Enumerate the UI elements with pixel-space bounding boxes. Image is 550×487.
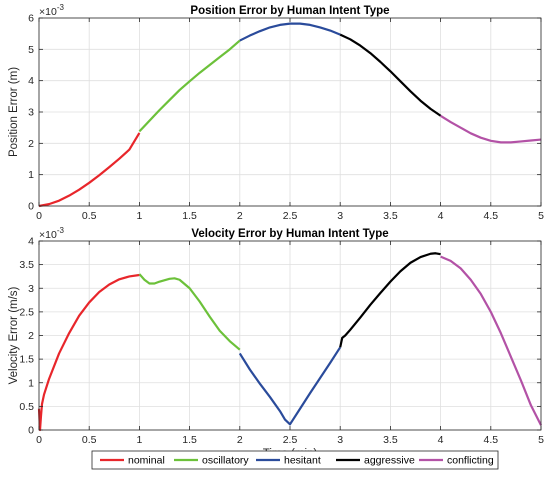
x-tick-label: 0.5 xyxy=(82,434,97,446)
x-tick-label: 2.5 xyxy=(283,434,298,446)
y-tick-label: 1 xyxy=(28,377,34,389)
y-tick-label: 3 xyxy=(28,283,34,295)
legend-label-oscillatory: oscillatory xyxy=(202,455,249,467)
series-line-conflicting xyxy=(440,114,542,144)
x-tick-label: 5 xyxy=(538,210,544,222)
y-axis-label: Velocity Error (m/s) xyxy=(8,286,20,384)
legend-label-aggressive: aggressive xyxy=(364,455,415,467)
y-tick-label: 1 xyxy=(28,169,34,181)
legend-label-conflicting: conflicting xyxy=(447,455,494,467)
x-tick-label: 3.5 xyxy=(383,434,398,446)
x-tick-label: 3 xyxy=(337,434,343,446)
y-exponent-power: -3 xyxy=(57,3,65,12)
legend: nominal oscillatory hesitant aggressive conf… xyxy=(91,450,499,470)
series-line-oscillatory xyxy=(138,39,241,133)
series-line-aggressive xyxy=(339,33,442,117)
legend-box xyxy=(91,450,499,470)
x-tick-label: 0.5 xyxy=(82,210,97,222)
x-tick-label: 5 xyxy=(538,434,544,446)
series-line-aggressive xyxy=(339,252,441,348)
series-line-oscillatory xyxy=(138,273,241,351)
x-tick-label: 4 xyxy=(438,434,444,446)
y-tick-label: 5 xyxy=(28,44,34,56)
y-tick-label: 0.5 xyxy=(19,401,34,413)
velocity-error-chart: 0 0.5 1 1.5 2 2.5 3 3.5 4 4.5 500.511.522.533.54×1… xyxy=(8,226,544,460)
x-tick-label: 2.5 xyxy=(283,210,298,222)
series-line-nominal xyxy=(37,273,140,432)
y-tick-label: 2 xyxy=(28,138,34,150)
x-tick-label: 1 xyxy=(136,210,142,222)
y-tick-label: 3.5 xyxy=(19,259,34,271)
x-tick-label: 4 xyxy=(438,210,444,222)
y-tick-label: 2.5 xyxy=(19,306,34,318)
x-tick-label: 1.5 xyxy=(182,210,197,222)
x-tick-label: 1.5 xyxy=(182,434,197,446)
x-tick-label: 0 xyxy=(36,210,42,222)
x-tick-label: 3 xyxy=(337,210,343,222)
series-line-hesitant xyxy=(238,346,342,426)
y-tick-label: 4 xyxy=(28,236,34,248)
y-tick-label: 1.5 xyxy=(19,354,34,366)
series-line-conflicting xyxy=(440,255,542,426)
y-tick-label: 0 xyxy=(28,201,34,213)
legend-label-hesitant: hesitant xyxy=(284,455,321,467)
chart-title: Position Error by Human Intent Type xyxy=(190,5,389,17)
y-exponent-power: -3 xyxy=(57,226,65,235)
x-tick-label: 4.5 xyxy=(483,434,498,446)
x-tick-label: 0 xyxy=(36,434,42,446)
y-axis-label: Position Error (m) xyxy=(8,67,20,157)
y-tick-label: 0 xyxy=(28,425,34,437)
x-tick-label: 2 xyxy=(237,210,243,222)
x-tick-label: 2 xyxy=(237,434,243,446)
x-tick-label: 3.5 xyxy=(383,210,398,222)
chart-title: Velocity Error by Human Intent Type xyxy=(191,228,388,240)
y-tick-label: 3 xyxy=(28,107,34,119)
legend-label-nominal: nominal xyxy=(128,455,165,467)
x-tick-label: 4.5 xyxy=(483,210,498,222)
y-tick-label: 4 xyxy=(28,75,34,87)
x-tick-label: 1 xyxy=(136,434,142,446)
y-tick-label: 6 xyxy=(28,13,34,25)
series-line-nominal xyxy=(38,132,141,208)
y-tick-label: 2 xyxy=(28,330,34,342)
series-line-hesitant xyxy=(239,22,341,42)
